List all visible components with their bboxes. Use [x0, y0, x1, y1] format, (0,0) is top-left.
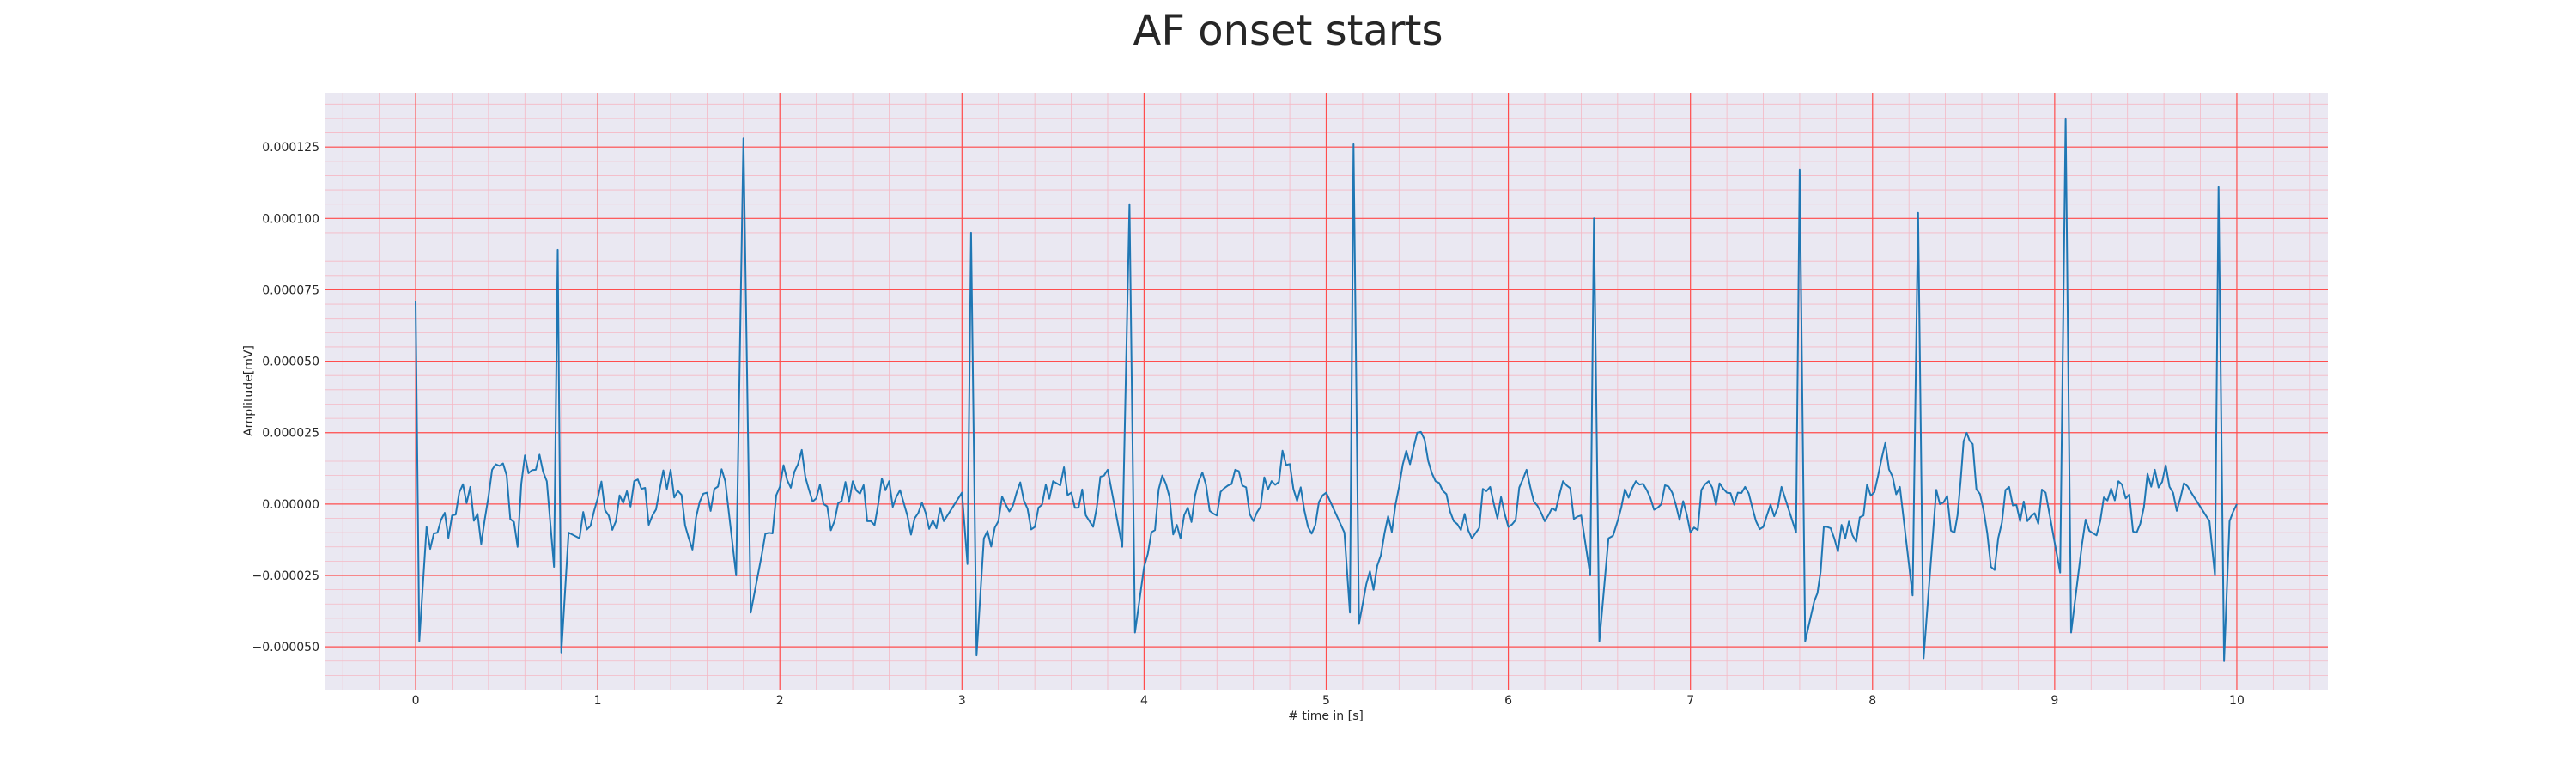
x-tick-label: 1 [594, 694, 602, 708]
y-tick-label: 0.000025 [262, 427, 319, 441]
x-tick-label: 9 [2050, 694, 2058, 708]
x-tick-label: 8 [1868, 694, 1876, 708]
ecg-signal-line [415, 117, 2238, 662]
x-tick-label: 4 [1140, 694, 1148, 708]
y-tick-label: 0.000125 [262, 141, 319, 155]
x-tick-label: 5 [1322, 694, 1330, 708]
y-tick-label: 0.000000 [262, 498, 319, 512]
x-tick-label: 6 [1504, 694, 1512, 708]
y-tick-label: 0.000100 [262, 212, 319, 226]
major-grid [325, 93, 2328, 690]
x-tick-label: 2 [776, 694, 784, 708]
x-tick-labels: 0 1 2 3 4 5 6 7 8 9 10 [412, 694, 2245, 708]
x-tick-label: 3 [958, 694, 966, 708]
y-tick-labels: −0.000050 −0.000025 0.000000 0.000025 0.0000… [252, 141, 319, 654]
y-tick-label: −0.000025 [252, 569, 319, 583]
y-axis-label: Amplitude[mV] [242, 345, 256, 436]
x-axis-label: # time in [s] [1288, 709, 1364, 723]
chart-title: AF onset starts [1133, 7, 1443, 55]
y-tick-label: 0.000050 [262, 356, 319, 369]
y-tick-label: −0.000050 [252, 641, 319, 654]
x-tick-label: 0 [412, 694, 420, 708]
x-tick-label: 10 [2229, 694, 2245, 708]
x-tick-label: 7 [1686, 694, 1694, 708]
y-tick-label: 0.000075 [262, 283, 319, 297]
